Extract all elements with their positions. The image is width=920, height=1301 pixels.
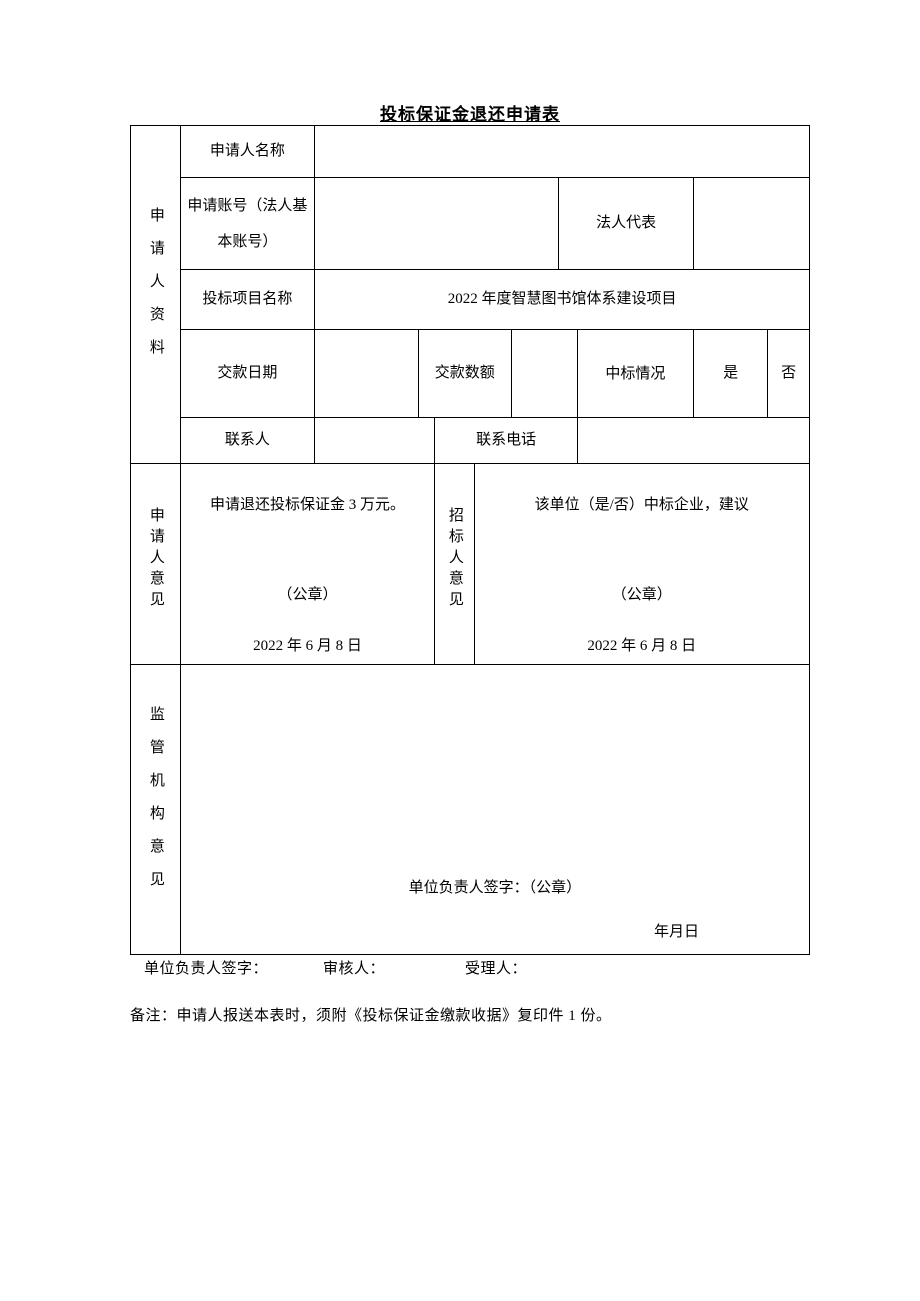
tenderee-opinion-text: 该单位（是/否）中标企业，建议 [477, 492, 807, 582]
value-phone [578, 418, 810, 464]
section-tenderee-opinion: 招标人意见 [435, 464, 474, 665]
label-account: 申请账号（法人基本账号） [180, 178, 315, 270]
footer-sig-a: 单位负责人签字： [144, 961, 268, 977]
tenderee-opinion-content: 该单位（是/否）中标企业，建议 （公章） 2022 年 6 月 8 日 [474, 464, 809, 665]
value-pay-date [315, 330, 418, 418]
value-legal-rep [693, 178, 809, 270]
applicant-opinion-date: 2022 年 6 月 8 日 [183, 633, 433, 660]
section-applicant-info: 申请人资料 [131, 126, 181, 464]
applicant-opinion-text: 申请退还投标保证金 3 万元。 [183, 492, 433, 582]
value-bid-no: 否 [768, 330, 810, 418]
applicant-opinion-content: 申请退还投标保证金 3 万元。 （公章） 2022 年 6 月 8 日 [180, 464, 435, 665]
value-applicant-name [315, 126, 810, 178]
label-phone: 联系电话 [435, 418, 578, 464]
value-account [315, 178, 559, 270]
regulator-opinion-content: 单位负责人签字：（公章） 年月日 [180, 665, 809, 955]
regulator-date: 年月日 [654, 919, 699, 946]
value-contact [315, 418, 435, 464]
footer-signature-line: 单位负责人签字： 审核人： 受理人： [130, 957, 810, 978]
applicant-opinion-seal: （公章） [183, 582, 433, 609]
label-pay-amount: 交款数额 [418, 330, 511, 418]
tenderee-opinion-seal: （公章） [477, 582, 807, 609]
regulator-sig-label: 单位负责人签字：（公章） [181, 875, 809, 902]
footer-sig-b: 审核人： [323, 961, 385, 977]
label-contact: 联系人 [180, 418, 315, 464]
tenderee-opinion-date: 2022 年 6 月 8 日 [477, 633, 807, 660]
footer-sig-c: 受理人： [465, 961, 527, 977]
footer-remark: 备注：申请人报送本表时，须附《投标保证金缴款收据》复印件 1 份。 [130, 1004, 810, 1025]
label-bid-status: 中标情况 [578, 330, 694, 418]
value-project: 2022 年度智慧图书馆体系建设项目 [315, 270, 810, 330]
label-project: 投标项目名称 [180, 270, 315, 330]
label-applicant-name: 申请人名称 [180, 126, 315, 178]
form-title: 投标保证金退还申请表 [130, 100, 810, 125]
value-pay-amount [511, 330, 577, 418]
value-bid-yes: 是 [693, 330, 768, 418]
application-form-table: 申请人资料 申请人名称 申请账号（法人基本账号） 法人代表 投标项目名称 202… [130, 125, 810, 955]
label-pay-date: 交款日期 [180, 330, 315, 418]
label-legal-rep: 法人代表 [559, 178, 694, 270]
section-regulator-opinion: 监管机构意见 [131, 665, 181, 955]
section-applicant-opinion: 申请人意见 [131, 464, 181, 665]
